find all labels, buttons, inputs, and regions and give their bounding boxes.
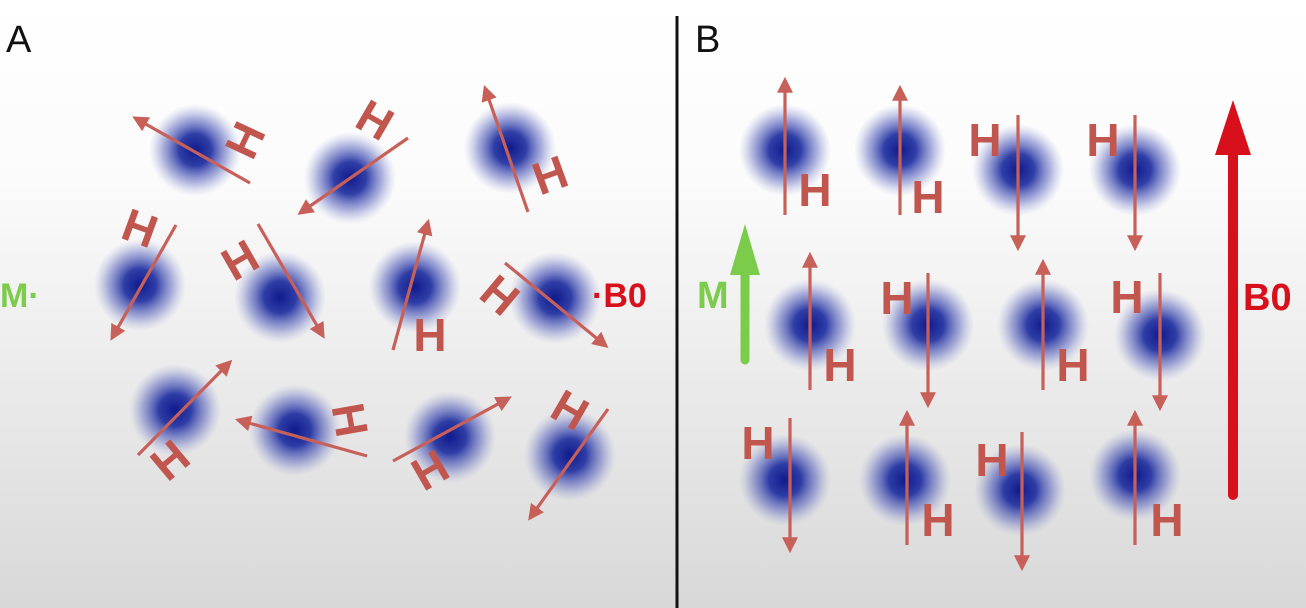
spin-arrow xyxy=(481,84,530,213)
spin-b-7: H xyxy=(997,258,1090,391)
atom-label: H xyxy=(1150,494,1183,546)
spin-arrow xyxy=(528,408,610,521)
nucleus xyxy=(859,434,951,526)
magnetization-arrow xyxy=(730,224,760,365)
atom-label: H xyxy=(921,494,954,546)
panel-a-magnetization-label: M· xyxy=(0,277,40,315)
atom-label: H xyxy=(798,164,831,216)
panel-a-field-label: ·B0 xyxy=(592,277,647,315)
spin-a-9: H xyxy=(234,384,378,476)
atom-label: H xyxy=(975,434,1008,486)
spin-b-6: H xyxy=(880,272,974,409)
atom-label: H xyxy=(911,171,944,223)
atom-label: H xyxy=(741,417,774,469)
spin-b-5: H xyxy=(764,251,857,391)
nucleus xyxy=(94,239,186,331)
atom-label: H xyxy=(880,272,913,324)
atom-label: H xyxy=(1086,114,1119,166)
spin-b-10: H xyxy=(859,409,955,546)
nucleus xyxy=(464,102,556,194)
atom-label: H xyxy=(968,114,1001,166)
atom-label: H xyxy=(1056,339,1089,391)
panel-a-label: A xyxy=(6,19,32,61)
spin-b-12: H xyxy=(1089,409,1184,546)
spin-arrow xyxy=(256,223,325,339)
panel-b-label: B xyxy=(695,19,720,61)
spin-a-6: H xyxy=(369,218,461,361)
nucleus xyxy=(974,444,1066,536)
atom-label: H xyxy=(823,339,856,391)
spin-b-2: H xyxy=(854,84,946,223)
panel-b-magnetization-label: M xyxy=(697,275,729,317)
panel-b-field-label: B0 xyxy=(1243,277,1292,319)
spin-arrow xyxy=(297,136,409,215)
nucleus xyxy=(739,434,831,526)
spin-arrow xyxy=(110,224,178,341)
nucleus xyxy=(234,251,326,343)
spin-arrow xyxy=(391,218,433,351)
spin-a-11: H xyxy=(524,379,616,521)
spin-a-4: H xyxy=(94,198,186,341)
spin-arrow xyxy=(392,396,512,463)
spin-b-8: H xyxy=(1110,271,1206,412)
b0-field-arrow xyxy=(1215,100,1251,500)
atom-label: H xyxy=(413,309,446,361)
spin-b-3: H xyxy=(968,114,1064,252)
nucleus xyxy=(129,364,221,456)
spin-b-9: H xyxy=(739,417,831,554)
spin-arrow xyxy=(136,359,233,457)
spin-b-4: H xyxy=(1086,114,1181,252)
spin-arrow xyxy=(234,415,368,458)
spin-arrow xyxy=(503,261,609,349)
spin-b-1: H xyxy=(739,76,832,216)
spin-b-11: H xyxy=(974,432,1066,572)
spin-a-8: H xyxy=(129,359,233,491)
nucleus xyxy=(369,241,461,333)
spin-arrow xyxy=(132,116,251,185)
nucleus xyxy=(149,104,241,196)
atom-label: H xyxy=(1110,271,1143,323)
nucleus xyxy=(404,391,496,483)
nucleus xyxy=(249,384,341,476)
